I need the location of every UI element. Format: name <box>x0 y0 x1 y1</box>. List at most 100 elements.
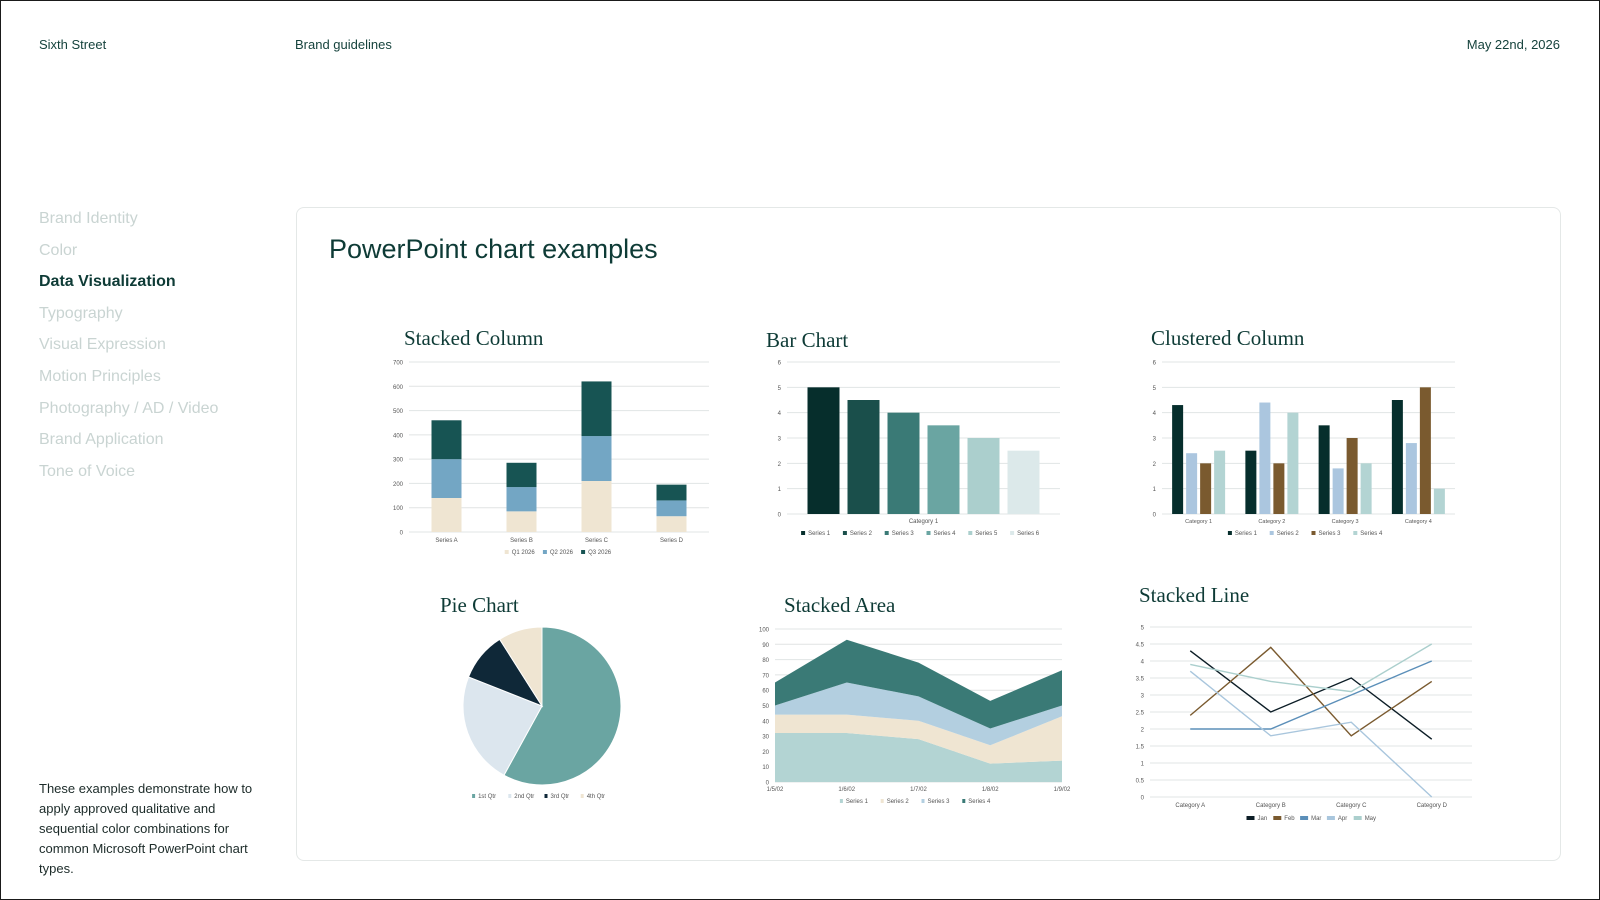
y-tick-label: 3 <box>1141 694 1145 700</box>
nav-item-tone-of-voice[interactable]: Tone of Voice <box>39 462 136 480</box>
x-tick-label: 1/6/02 <box>838 787 855 793</box>
bar <box>1273 463 1285 514</box>
bar-segment <box>506 487 537 512</box>
y-tick-label: 700 <box>393 361 404 367</box>
nav-item-color[interactable]: Color <box>39 241 78 259</box>
y-tick-label: 2 <box>1141 728 1145 734</box>
y-tick-label: 0 <box>778 513 782 519</box>
legend-label: Q1 2026 <box>512 550 536 556</box>
y-tick-label: 1 <box>778 487 782 493</box>
legend-swatch <box>962 799 966 803</box>
legend-label: 3rd Qtr <box>551 794 570 800</box>
legend-swatch <box>580 794 584 798</box>
bar <box>1391 400 1403 514</box>
x-tick-label: Series D <box>660 538 684 544</box>
x-tick-label: Series B <box>510 538 533 544</box>
bar <box>1405 443 1417 514</box>
bar <box>847 400 880 514</box>
legend-label: Series 3 <box>1319 531 1342 537</box>
x-tick-label: Category A <box>1175 803 1205 809</box>
legend-label: Series 1 <box>1235 531 1258 537</box>
legend-swatch <box>884 531 889 535</box>
series-line <box>1190 660 1433 730</box>
y-tick-label: 3 <box>1153 437 1157 443</box>
y-tick-label: 600 <box>393 385 404 391</box>
bar <box>887 412 920 514</box>
bar <box>1200 463 1212 514</box>
pie-chart-plot: 1st Qtr 2nd Qtr 3rd Qtr 4th Qtr <box>462 626 622 800</box>
y-tick-label: 0 <box>766 781 770 787</box>
legend-swatch <box>1311 531 1316 535</box>
series-line <box>1190 643 1433 693</box>
legend-swatch <box>1246 816 1255 820</box>
nav-item-motion-principles[interactable]: Motion Principles <box>39 367 161 385</box>
x-tick-label: Category 1 <box>1185 519 1212 525</box>
y-tick-label: 0 <box>400 531 404 537</box>
y-tick-label: 2 <box>778 462 782 468</box>
x-tick-label: 1/5/02 <box>767 787 784 793</box>
legend-swatch <box>544 794 548 798</box>
chart-title: Pie Chart <box>440 593 519 617</box>
x-tick-label: Category B <box>1256 803 1286 809</box>
y-tick-label: 4 <box>778 411 782 417</box>
legend-label: Series 4 <box>1360 531 1383 537</box>
legend-swatch <box>504 550 509 554</box>
bar-segment <box>581 481 612 532</box>
y-tick-label: 20 <box>762 750 769 756</box>
x-tick-label: Series A <box>435 538 457 544</box>
y-tick-label: 4 <box>1141 660 1145 666</box>
chart-title: Stacked Line <box>1139 583 1250 607</box>
x-tick-label: Series C <box>585 538 609 544</box>
area-band <box>775 733 1062 782</box>
pie-slice <box>498 626 543 708</box>
bar <box>1259 402 1271 514</box>
series-line <box>1189 670 1433 798</box>
nav-item-photography[interactable]: Photography / AD / Video <box>39 399 219 417</box>
x-tick-label: Category 3 <box>1332 519 1359 525</box>
chart-examples-card: PowerPoint chart examples Stacked Column… <box>296 207 1561 861</box>
legend-swatch <box>508 794 512 798</box>
nav-item-typography[interactable]: Typography <box>39 304 123 322</box>
bar-segment <box>431 498 462 532</box>
legend-label: Series 3 <box>928 799 951 805</box>
stacked-line-plot: 0 0.5 1 1.5 2 2.5 3 3.5 4 4.5 5 Category A Category … <box>1136 626 1472 822</box>
bar <box>967 438 1000 514</box>
x-tick-label: Category C <box>1336 803 1367 809</box>
y-tick-label: 2 <box>1153 462 1157 468</box>
nav-item-brand-identity[interactable]: Brand Identity <box>39 210 138 227</box>
stacked-line-chart: Stacked Line 0 0.5 1 1.5 2 2.5 3 3.5 4 4.5 5 Catego… <box>1122 583 1492 833</box>
bar <box>1287 412 1299 514</box>
y-tick-label: 60 <box>762 689 769 695</box>
stacked-column-plot: 0 100 200 300 400 500 600 700 Series A Series B Se… <box>393 361 709 556</box>
legend-label: Series 5 <box>975 531 998 537</box>
brand-name[interactable]: Sixth Street <box>39 37 107 52</box>
nav-item-visual-expression[interactable]: Visual Expression <box>39 336 166 354</box>
y-tick-label: 400 <box>393 433 404 439</box>
bar <box>1332 468 1344 514</box>
bar <box>1318 425 1330 514</box>
y-tick-label: 0.5 <box>1136 779 1145 785</box>
bar-chart: Bar Chart 0 1 2 3 4 5 6 Category 1 Series 1 Serie… <box>757 326 1097 556</box>
y-tick-label: 3 <box>778 437 782 443</box>
legend-swatch <box>1227 531 1232 535</box>
nav-item-brand-application[interactable]: Brand Application <box>39 431 164 449</box>
y-tick-label: 100 <box>759 628 770 634</box>
nav-item-data-visualization[interactable]: Data Visualization <box>39 273 176 291</box>
legend-label: May <box>1365 816 1376 822</box>
legend-swatch <box>1273 816 1282 820</box>
y-tick-label: 30 <box>762 735 769 741</box>
area-band <box>775 682 1062 746</box>
y-tick-label: 1 <box>1153 487 1157 493</box>
legend-label: 2nd Qtr <box>514 794 534 800</box>
legend-swatch <box>542 550 547 554</box>
legend-label: Feb <box>1284 816 1295 822</box>
y-tick-label: 6 <box>778 361 782 367</box>
pie-slice <box>503 626 622 786</box>
legend-swatch <box>968 531 973 535</box>
legend-label: Series 1 <box>846 799 869 805</box>
legend-label: Jan <box>1258 816 1268 822</box>
legend-swatch <box>842 531 847 535</box>
legend-label: Series 2 <box>887 799 910 805</box>
y-tick-label: 40 <box>762 719 769 725</box>
legend-swatch <box>1300 816 1309 820</box>
